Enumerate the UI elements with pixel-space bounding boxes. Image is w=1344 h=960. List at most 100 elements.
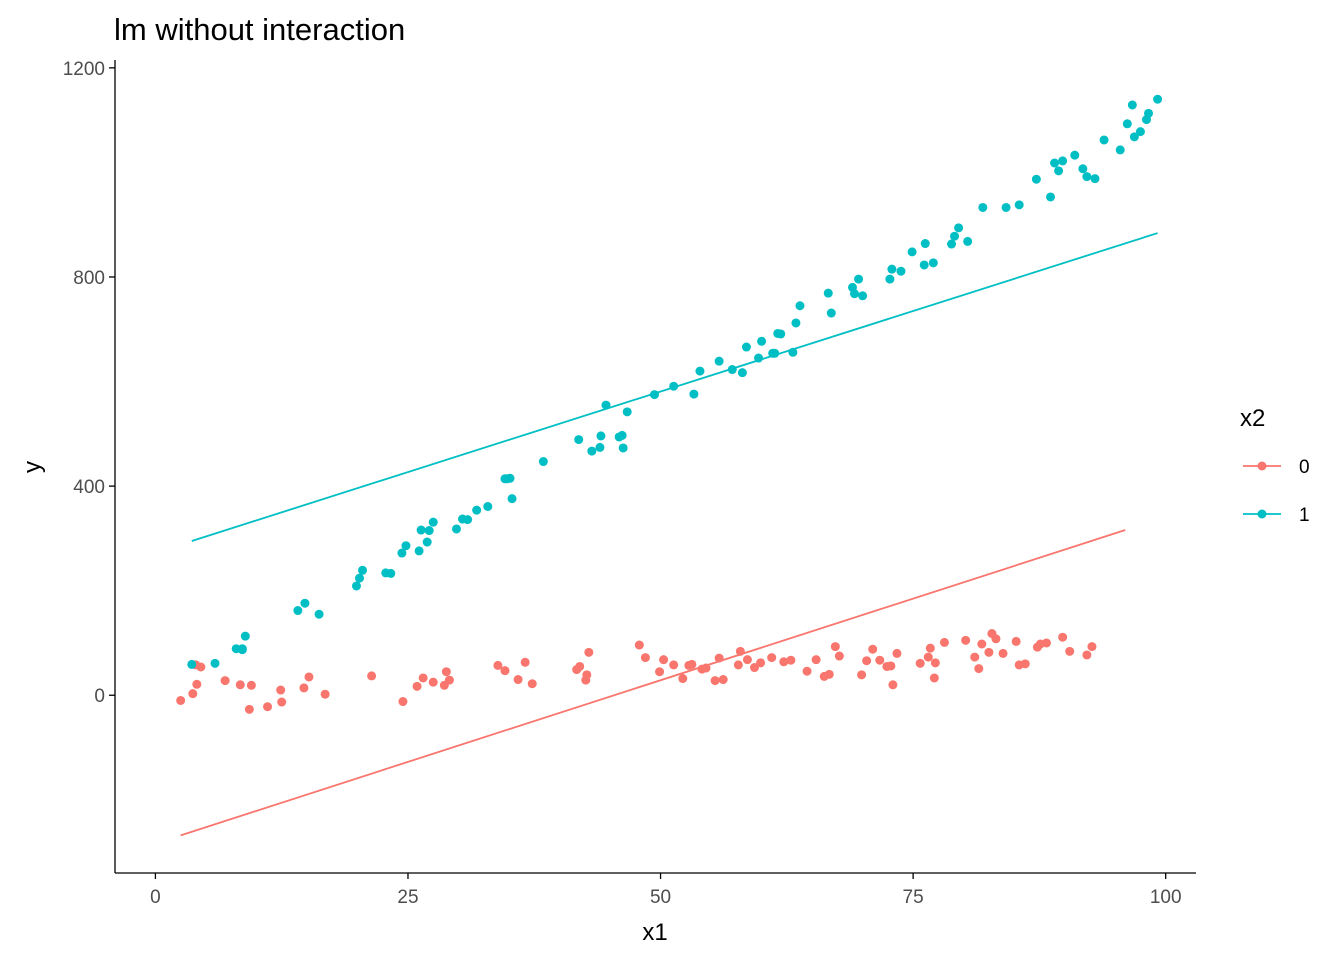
data-point-series-0 [1082,650,1092,660]
data-point-series-0 [1087,642,1097,652]
data-point-series-0 [1058,632,1068,642]
data-point-series-1 [354,573,364,583]
data-point-series-0 [659,655,669,665]
data-point-series-1 [1046,192,1056,202]
data-point-series-1 [1135,127,1145,137]
data-point-series-1 [823,288,833,298]
data-point-series-0 [998,648,1008,658]
data-point-series-0 [655,667,665,677]
x-tick-label: 100 [1150,887,1182,908]
data-point-series-0 [701,663,711,673]
data-point-series-0 [750,663,760,673]
data-point-series-0 [277,697,287,707]
y-tick-label: 0 [94,686,105,707]
data-point-series-0 [811,655,821,665]
data-point-series-1 [649,390,659,400]
data-point-series-1 [1129,132,1139,142]
legend-entry-1: 1 [1243,505,1310,526]
data-point-series-1 [618,443,628,453]
fit-line-series-0 [180,529,1126,837]
legend-entry-0: 0 [1243,457,1310,478]
data-point-series-1 [669,381,679,391]
data-point-series-0 [862,656,872,666]
data-point-series-0 [1020,659,1030,669]
data-point-series-0 [188,689,198,699]
data-point-series-1 [1099,135,1109,145]
data-point-series-0 [824,669,834,679]
data-point-series-0 [527,679,537,689]
data-point-series-1 [854,274,864,284]
data-point-series-0 [970,652,980,662]
data-point-series-1 [858,291,868,301]
data-point-series-0 [892,648,902,658]
data-point-series-0 [320,689,330,699]
x-axis-ticks: 0 25 50 75 100 [150,873,1182,908]
data-point-series-1 [689,389,699,399]
data-point-series-1 [826,308,836,318]
data-point-series-0 [418,673,428,683]
data-point-series-0 [718,675,728,685]
data-point-series-0 [176,695,186,705]
data-point-series-0 [984,647,994,657]
data-point-series-1 [538,457,548,467]
data-point-series-0 [857,670,867,680]
data-point-series-1 [788,347,798,357]
x-tick-label: 50 [650,887,671,908]
data-point-series-1 [596,431,606,441]
x-tick-label: 75 [903,887,924,908]
x-axis-title: x1 [642,919,667,946]
data-point-series-1 [741,342,751,352]
data-point-series-0 [304,672,314,682]
data-point-series-0 [244,704,254,714]
data-point-series-0 [868,644,878,654]
data-point-series-0 [834,651,844,661]
data-point-series-1 [776,329,786,339]
y-axis-ticks: 0 400 800 1200 [63,59,115,707]
data-point-series-1 [617,430,627,440]
data-point-series-1 [907,247,917,257]
data-point-series-1 [757,336,767,346]
legend-label: 0 [1299,457,1310,478]
data-point-series-1 [187,659,197,669]
data-point-series-0 [428,677,438,687]
data-point-series-0 [687,659,697,669]
data-point-series-1 [587,446,597,456]
y-tick-label: 1200 [63,59,105,80]
data-point-series-0 [735,646,745,656]
data-point-series-1 [714,356,724,366]
legend-key-point [1257,461,1267,471]
data-point-series-0 [235,680,245,690]
data-point-series-1 [1014,200,1024,210]
data-point-series-1 [240,631,250,641]
data-point-series-0 [1011,636,1021,646]
data-point-series-0 [192,679,202,689]
data-point-series-1 [928,258,938,268]
data-point-series-0 [961,635,971,645]
data-points [176,94,1163,714]
data-point-series-1 [401,541,411,551]
fit-lines [180,232,1158,837]
data-point-series-1 [887,264,897,274]
data-point-series-0 [875,655,885,665]
data-point-series-0 [939,637,949,647]
data-point-series-0 [575,661,585,671]
data-point-series-0 [640,653,650,663]
data-point-series-1 [416,525,426,535]
data-point-series-1 [1090,174,1100,184]
data-point-series-1 [386,568,396,578]
data-point-series-0 [1065,646,1075,656]
legend-title: x2 [1240,405,1265,432]
data-point-series-1 [1058,156,1068,166]
data-point-series-0 [367,671,377,681]
data-point-series-0 [756,658,766,668]
y-tick-label: 800 [73,268,105,289]
data-point-series-1 [754,353,764,363]
data-point-series-0 [398,697,408,707]
data-point-series-1 [1070,150,1080,160]
legend-label: 1 [1299,505,1310,526]
data-point-series-1 [397,548,407,558]
data-point-series-1 [1001,202,1011,212]
data-point-series-1 [293,606,303,616]
y-tick-label: 400 [73,477,105,498]
x-tick-label: 25 [397,887,418,908]
